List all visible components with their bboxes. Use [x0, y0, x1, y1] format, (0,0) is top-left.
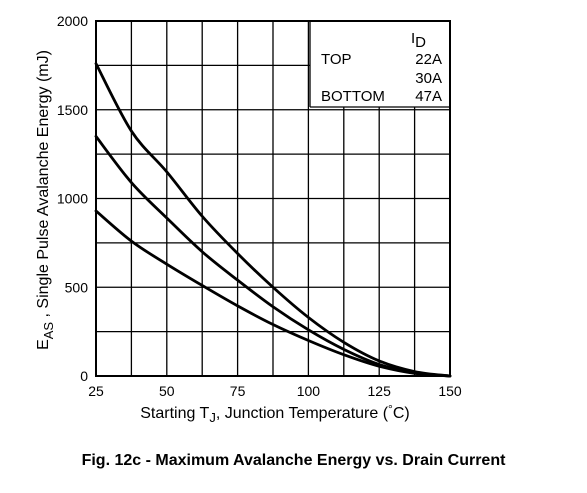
y-tick-label: 500 [65, 279, 89, 295]
x-axis-title: Starting TJ, Junction Temperature (°C) [140, 402, 410, 425]
legend-value-0: 22A [415, 51, 442, 68]
x-axis-title-degree: ° [388, 402, 393, 416]
legend-box [310, 21, 450, 107]
series-line-22A [94, 62, 452, 378]
x-tick-label: 150 [438, 383, 462, 399]
x-tick-label: 50 [159, 383, 175, 399]
series-line-47A [94, 209, 452, 378]
figure-caption: Fig. 12c - Maximum Avalanche Energy vs. … [81, 452, 506, 469]
legend-header-subscript: D [415, 34, 426, 51]
x-tick-label: 25 [88, 383, 104, 399]
x-tick-label: 100 [297, 383, 321, 399]
curves [94, 62, 452, 378]
legend-value-2: 47A [415, 88, 442, 105]
legend-tag-0: TOP [321, 51, 352, 68]
y-axis-title-prefix: E [35, 339, 52, 350]
y-tick-label: 1000 [57, 191, 88, 207]
y-tick-label: 2000 [57, 13, 88, 29]
y-axis-title-subscript: AS [41, 322, 56, 340]
x-tick-labels: 25 50 75 100 125 150 [88, 383, 462, 399]
x-tick-label: 75 [230, 383, 246, 399]
legend-value-1: 30A [415, 70, 442, 87]
x-tick-label: 125 [368, 383, 392, 399]
x-axis-title-unit: C) [393, 405, 410, 422]
x-axis-title-prefix: Starting T [140, 405, 209, 422]
legend-header-prefix: I [411, 30, 415, 47]
x-axis-title-suffix: , Junction Temperature ( [216, 405, 389, 422]
y-axis-title: EAS , Single Pulse Avalanche Energy (mJ) [35, 50, 56, 350]
y-tick-labels: 0 500 1000 1500 2000 [57, 13, 88, 384]
x-axis-title-subscript: J [209, 410, 216, 425]
y-tick-label: 0 [80, 368, 88, 384]
legend-header: ID [411, 30, 426, 51]
plot-frame [95, 20, 451, 377]
y-axis-title-suffix: , Single Pulse Avalanche Energy (mJ) [35, 50, 52, 322]
y-tick-label: 1500 [57, 102, 88, 118]
legend-tag-2: BOTTOM [321, 88, 385, 105]
